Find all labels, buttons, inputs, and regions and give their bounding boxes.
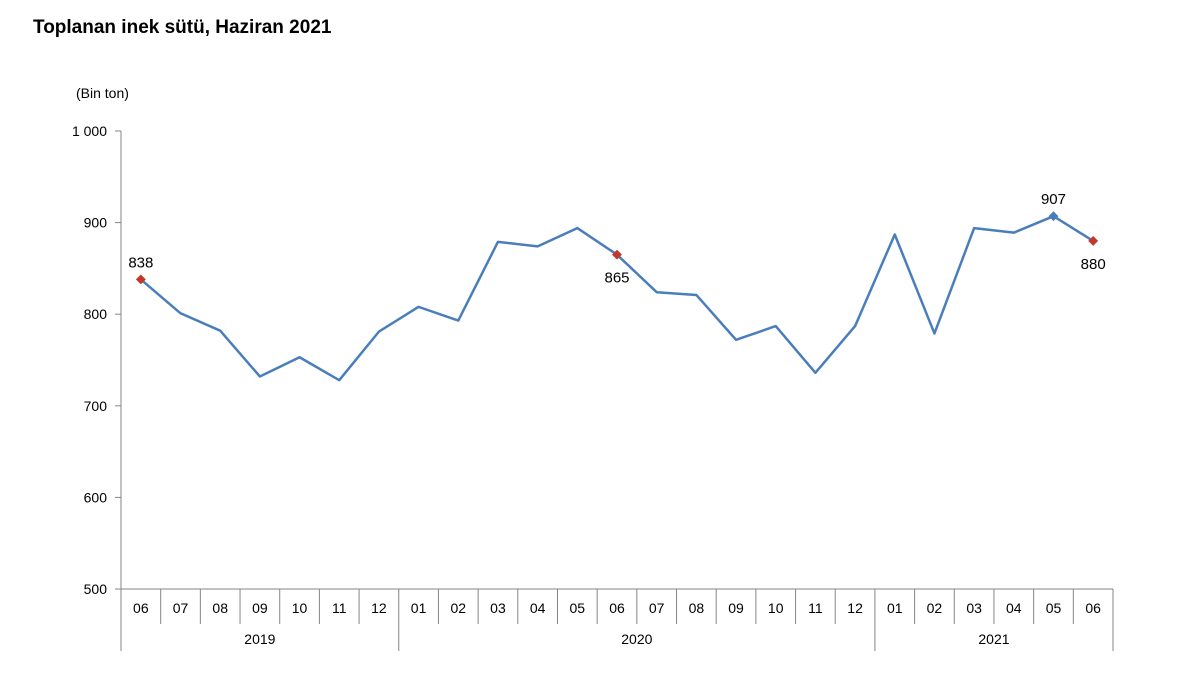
data-label: 880 bbox=[1081, 256, 1106, 273]
x-tick-label: 09 bbox=[252, 600, 268, 616]
x-tick-label: 05 bbox=[1046, 600, 1062, 616]
x-year-label: 2020 bbox=[621, 631, 652, 647]
series-line bbox=[140, 214, 1094, 382]
x-tick-label: 07 bbox=[173, 600, 189, 616]
x-tick-label: 04 bbox=[1006, 600, 1022, 616]
x-tick-label: 09 bbox=[728, 600, 744, 616]
x-tick-label: 06 bbox=[133, 600, 149, 616]
x-tick-label: 05 bbox=[570, 600, 586, 616]
y-tick-label: 800 bbox=[84, 306, 108, 322]
x-tick-label: 01 bbox=[887, 600, 903, 616]
x-tick-label: 10 bbox=[768, 600, 784, 616]
y-axis-label: (Bin ton) bbox=[76, 85, 129, 101]
x-tick-label: 08 bbox=[689, 600, 705, 616]
data-point-marker bbox=[135, 274, 146, 285]
x-tick-label: 07 bbox=[649, 600, 665, 616]
y-tick-label: 600 bbox=[84, 489, 108, 505]
data-label: 865 bbox=[604, 270, 629, 287]
x-tick-label: 03 bbox=[966, 600, 982, 616]
chart-title: Toplanan inek sütü, Haziran 2021 bbox=[33, 17, 332, 38]
data-point-marker bbox=[1088, 235, 1099, 246]
x-tick-label: 12 bbox=[847, 600, 863, 616]
x-tick-label: 11 bbox=[808, 600, 823, 616]
x-tick-label: 06 bbox=[1085, 600, 1101, 616]
y-tick-label: 700 bbox=[84, 398, 108, 414]
x-tick-label: 04 bbox=[530, 600, 546, 616]
data-label: 838 bbox=[128, 254, 153, 271]
data-label: 907 bbox=[1041, 191, 1066, 208]
x-tick-label: 02 bbox=[927, 600, 943, 616]
x-tick-label: 06 bbox=[609, 600, 625, 616]
x-tick-label: 03 bbox=[490, 600, 506, 616]
x-tick-label: 11 bbox=[332, 600, 347, 616]
x-tick-label: 02 bbox=[450, 600, 466, 616]
x-year-label: 2019 bbox=[244, 631, 275, 647]
y-tick-label: 500 bbox=[84, 581, 108, 597]
y-tick-label: 1 000 bbox=[72, 123, 107, 139]
data-point-marker bbox=[612, 249, 622, 260]
data-point-marker bbox=[1048, 211, 1059, 222]
y-tick-label: 900 bbox=[84, 215, 108, 231]
x-tick-label: 10 bbox=[292, 600, 308, 616]
x-tick-label: 12 bbox=[371, 600, 387, 616]
x-tick-label: 01 bbox=[411, 600, 427, 616]
x-year-label: 2021 bbox=[978, 631, 1009, 647]
x-tick-label: 08 bbox=[212, 600, 228, 616]
